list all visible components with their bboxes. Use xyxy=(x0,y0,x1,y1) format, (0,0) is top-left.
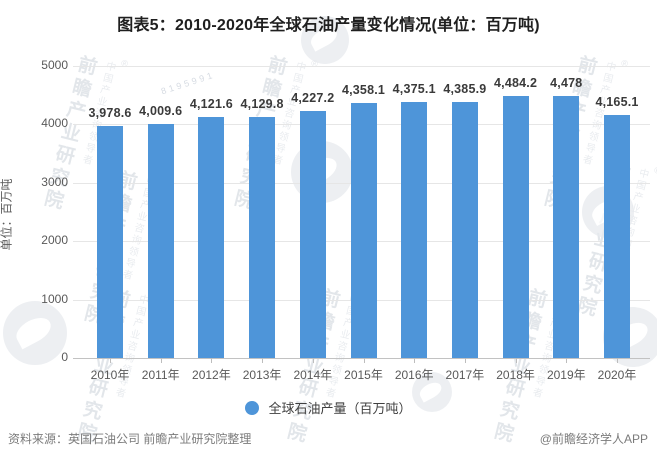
y-tick-label: 0 xyxy=(61,350,68,364)
bar-value-label: 3,978.6 xyxy=(88,105,132,120)
x-tick xyxy=(464,358,466,363)
x-tick xyxy=(515,358,517,363)
bar-value-label: 4,385.9 xyxy=(443,81,487,96)
x-tick xyxy=(566,358,568,363)
x-axis-line xyxy=(73,358,650,359)
x-tick xyxy=(414,358,416,363)
bar-value-label: 4,121.6 xyxy=(189,97,233,112)
chart-title: 图表5：2010-2020年全球石油产量变化情况(单位：百万吨) xyxy=(117,17,540,34)
gridline xyxy=(73,66,650,67)
bar-2015年 xyxy=(350,103,377,358)
bar-2016年 xyxy=(401,102,428,358)
x-tick xyxy=(211,358,213,363)
y-tick-label: 2000 xyxy=(41,233,68,248)
legend: 全球石油产量（百万吨） xyxy=(0,398,657,417)
footer: 资料来源：英国石油公司 前瞻产业研究院整理 @前瞻经济学人APP xyxy=(8,430,648,447)
y-tick-label: 1000 xyxy=(41,291,68,306)
x-tick-label: 2011年 xyxy=(141,368,180,382)
credit-note: @前瞻经济学人APP xyxy=(539,432,648,446)
bar-value-label: 4,484.2 xyxy=(494,76,538,91)
bar-2012年 xyxy=(198,117,225,358)
x-tick xyxy=(363,358,365,363)
x-tick-label: 2010年 xyxy=(90,368,130,382)
bar-2013年 xyxy=(249,116,276,358)
y-tick-label: 5000 xyxy=(41,58,68,72)
x-tick xyxy=(110,358,111,363)
bar-value-label: 4,227.2 xyxy=(291,91,335,106)
x-tick-label: 2012年 xyxy=(192,368,231,382)
bar-2011年 xyxy=(147,123,174,358)
bar-value-label: 4,009.6 xyxy=(139,103,183,118)
bar-2020年 xyxy=(604,114,630,358)
x-tick-label: 2019年 xyxy=(546,368,586,382)
x-tick-label: 2013年 xyxy=(242,368,282,382)
y-axis-title: 单位：百万吨 xyxy=(0,178,14,251)
x-tick-label: 2018年 xyxy=(496,368,535,382)
bar-value-label: 4,375.1 xyxy=(392,82,436,97)
source-note: 资料来源：英国石油公司 前瞻产业研究院整理 xyxy=(8,432,252,446)
bar-value-label: 4,165.1 xyxy=(595,94,639,109)
x-tick xyxy=(312,358,314,363)
legend-marker-icon xyxy=(245,400,260,415)
bar-value-label: 4,478 xyxy=(550,76,583,91)
bar-2010年 xyxy=(97,125,123,358)
bar-2017年 xyxy=(451,101,478,358)
bar-value-label: 4,129.8 xyxy=(240,96,284,111)
x-tick xyxy=(262,358,264,363)
bar-2014年 xyxy=(299,111,326,358)
bar-2018年 xyxy=(502,96,529,358)
bar-value-label: 4,358.1 xyxy=(341,83,386,98)
bar-2019年 xyxy=(553,96,580,358)
y-tick-label: 4000 xyxy=(41,116,68,131)
x-tick-label: 2020年 xyxy=(597,368,637,382)
x-tick xyxy=(160,358,162,363)
x-tick-label: 2014年 xyxy=(293,368,333,382)
legend-label: 全球石油产量（百万吨） xyxy=(268,401,412,416)
x-tick xyxy=(617,358,618,363)
x-tick-label: 2017年 xyxy=(445,368,485,382)
x-tick-label: 2015年 xyxy=(344,368,383,382)
y-tick-label: 3000 xyxy=(41,174,68,189)
